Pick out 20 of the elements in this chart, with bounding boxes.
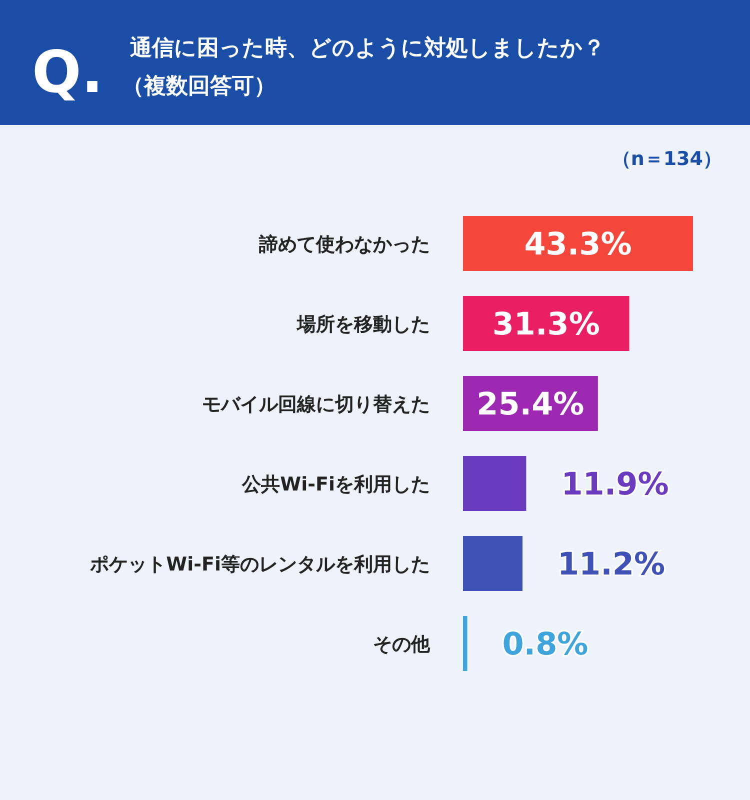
chart-title: 通信に困った時、どのように対処しましたか？ <box>129 35 605 61</box>
data-label: 25.4% <box>476 386 584 422</box>
y-tick-label: ポケットWi-Fi等のレンタルを利用した <box>89 554 430 576</box>
y-tick-label: 場所を移動した <box>296 314 430 336</box>
bar <box>463 456 526 511</box>
data-label: 43.3% <box>524 226 632 262</box>
data-label: 0.8% <box>502 626 588 662</box>
y-tick-label: 公共Wi-Fiを利用した <box>241 474 430 496</box>
y-tick-label: 諦めて使わなかった <box>258 234 430 256</box>
bar <box>463 216 693 271</box>
data-label: 11.2% <box>557 546 666 582</box>
y-tick-label: その他 <box>373 634 431 656</box>
data-label: 31.3% <box>492 306 600 342</box>
y-tick-label: モバイル回線に切り替えた <box>202 394 430 416</box>
bar <box>463 616 468 671</box>
text: （複数回答可） <box>122 74 276 99</box>
text: （n＝134） <box>612 148 722 170</box>
bar <box>463 536 522 591</box>
data-label: 11.9% <box>561 466 669 502</box>
text: Q. <box>32 38 104 106</box>
